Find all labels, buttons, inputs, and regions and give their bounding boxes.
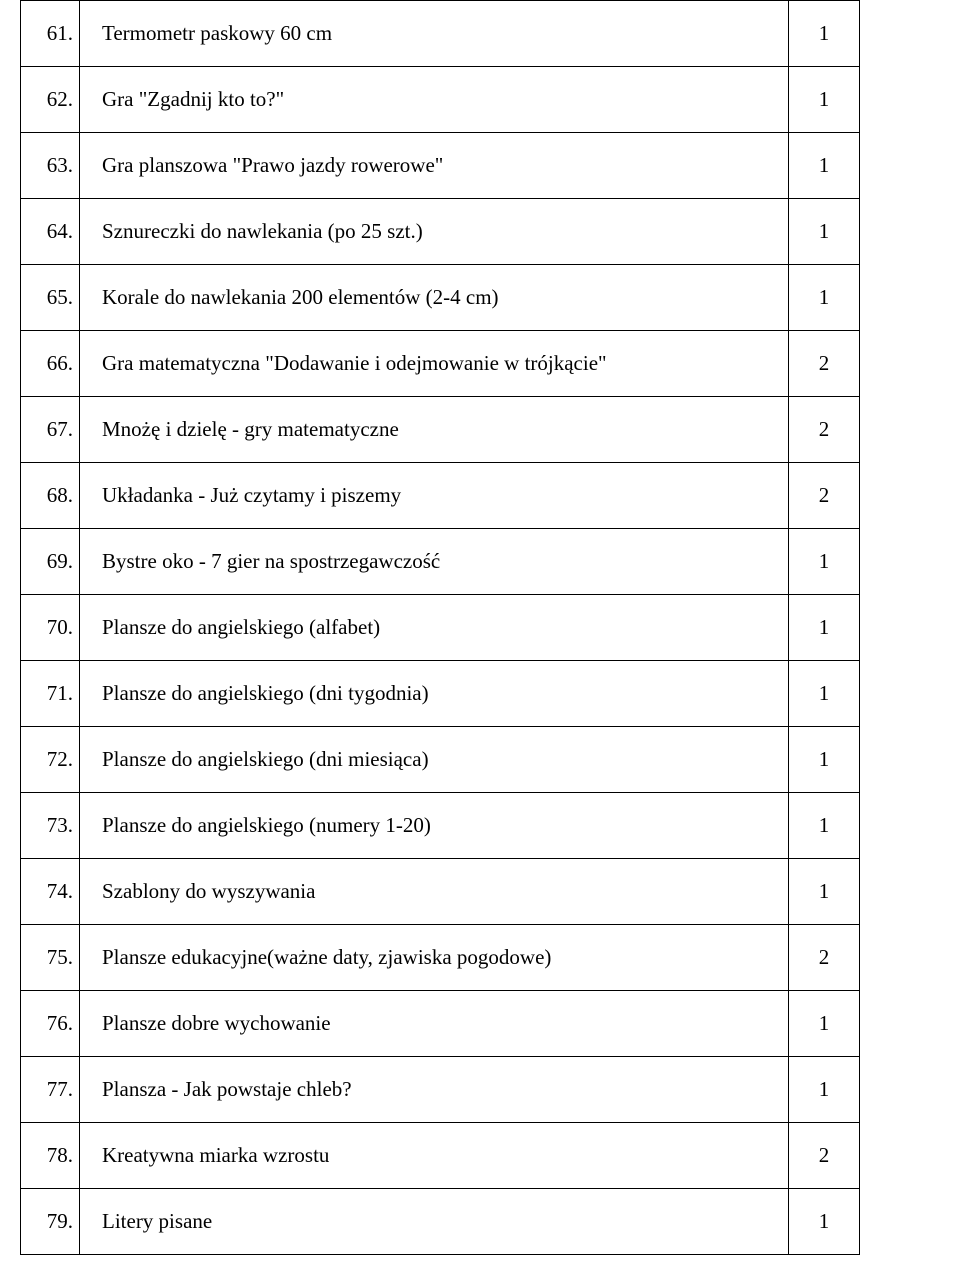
row-quantity: 1 <box>789 265 860 331</box>
table-row: 68.Układanka - Już czytamy i piszemy2 <box>21 463 860 529</box>
row-number: 68. <box>21 463 80 529</box>
items-table-body: 61.Termometr paskowy 60 cm162.Gra "Zgadn… <box>21 1 860 1255</box>
row-number: 65. <box>21 265 80 331</box>
row-number: 64. <box>21 199 80 265</box>
row-quantity: 1 <box>789 133 860 199</box>
table-row: 74.Szablony do wyszywania1 <box>21 859 860 925</box>
row-description: Kreatywna miarka wzrostu <box>80 1123 789 1189</box>
table-row: 70.Plansze do angielskiego (alfabet)1 <box>21 595 860 661</box>
table-row: 75.Plansze edukacyjne(ważne daty, zjawis… <box>21 925 860 991</box>
table-row: 77.Plansza - Jak powstaje chleb?1 <box>21 1057 860 1123</box>
row-quantity: 1 <box>789 1189 860 1255</box>
row-description: Plansze do angielskiego (alfabet) <box>80 595 789 661</box>
row-number: 75. <box>21 925 80 991</box>
row-description: Układanka - Już czytamy i piszemy <box>80 463 789 529</box>
table-row: 71.Plansze do angielskiego (dni tygodnia… <box>21 661 860 727</box>
row-number: 69. <box>21 529 80 595</box>
row-description: Plansze do angielskiego (dni miesiąca) <box>80 727 789 793</box>
row-description: Szablony do wyszywania <box>80 859 789 925</box>
row-description: Plansze do angielskiego (numery 1-20) <box>80 793 789 859</box>
items-table: 61.Termometr paskowy 60 cm162.Gra "Zgadn… <box>20 0 860 1255</box>
row-quantity: 2 <box>789 331 860 397</box>
table-row: 72.Plansze do angielskiego (dni miesiąca… <box>21 727 860 793</box>
row-quantity: 2 <box>789 1123 860 1189</box>
table-row: 76.Plansze dobre wychowanie1 <box>21 991 860 1057</box>
row-number: 67. <box>21 397 80 463</box>
page: 61.Termometr paskowy 60 cm162.Gra "Zgadn… <box>0 0 960 1255</box>
row-number: 61. <box>21 1 80 67</box>
row-description: Plansze dobre wychowanie <box>80 991 789 1057</box>
row-quantity: 2 <box>789 463 860 529</box>
table-row: 62.Gra "Zgadnij kto to?"1 <box>21 67 860 133</box>
table-row: 69.Bystre oko - 7 gier na spostrzegawczo… <box>21 529 860 595</box>
row-description: Gra "Zgadnij kto to?" <box>80 67 789 133</box>
row-quantity: 2 <box>789 925 860 991</box>
row-quantity: 1 <box>789 529 860 595</box>
table-row: 65.Korale do nawlekania 200 elementów (2… <box>21 265 860 331</box>
row-quantity: 1 <box>789 661 860 727</box>
row-quantity: 1 <box>789 199 860 265</box>
row-description: Gra planszowa "Prawo jazdy rowerowe" <box>80 133 789 199</box>
row-number: 63. <box>21 133 80 199</box>
row-quantity: 1 <box>789 1057 860 1123</box>
row-quantity: 1 <box>789 991 860 1057</box>
row-description: Plansze do angielskiego (dni tygodnia) <box>80 661 789 727</box>
row-number: 62. <box>21 67 80 133</box>
table-row: 73.Plansze do angielskiego (numery 1-20)… <box>21 793 860 859</box>
row-number: 76. <box>21 991 80 1057</box>
row-quantity: 1 <box>789 727 860 793</box>
table-row: 79.Litery pisane1 <box>21 1189 860 1255</box>
table-row: 67.Mnożę i dzielę - gry matematyczne2 <box>21 397 860 463</box>
row-number: 78. <box>21 1123 80 1189</box>
row-quantity: 1 <box>789 859 860 925</box>
row-description: Termometr paskowy 60 cm <box>80 1 789 67</box>
row-number: 79. <box>21 1189 80 1255</box>
row-number: 70. <box>21 595 80 661</box>
row-number: 66. <box>21 331 80 397</box>
table-row: 63.Gra planszowa "Prawo jazdy rowerowe"1 <box>21 133 860 199</box>
row-quantity: 1 <box>789 67 860 133</box>
row-description: Sznureczki do nawlekania (po 25 szt.) <box>80 199 789 265</box>
table-row: 78.Kreatywna miarka wzrostu2 <box>21 1123 860 1189</box>
row-description: Plansze edukacyjne(ważne daty, zjawiska … <box>80 925 789 991</box>
row-description: Plansza - Jak powstaje chleb? <box>80 1057 789 1123</box>
row-number: 72. <box>21 727 80 793</box>
row-description: Litery pisane <box>80 1189 789 1255</box>
row-number: 73. <box>21 793 80 859</box>
row-description: Korale do nawlekania 200 elementów (2-4 … <box>80 265 789 331</box>
row-quantity: 2 <box>789 397 860 463</box>
row-number: 77. <box>21 1057 80 1123</box>
row-description: Bystre oko - 7 gier na spostrzegawczość <box>80 529 789 595</box>
row-quantity: 1 <box>789 793 860 859</box>
table-row: 66.Gra matematyczna "Dodawanie i odejmow… <box>21 331 860 397</box>
row-number: 74. <box>21 859 80 925</box>
row-description: Mnożę i dzielę - gry matematyczne <box>80 397 789 463</box>
row-quantity: 1 <box>789 1 860 67</box>
row-number: 71. <box>21 661 80 727</box>
row-quantity: 1 <box>789 595 860 661</box>
table-row: 61.Termometr paskowy 60 cm1 <box>21 1 860 67</box>
row-description: Gra matematyczna "Dodawanie i odejmowani… <box>80 331 789 397</box>
table-row: 64.Sznureczki do nawlekania (po 25 szt.)… <box>21 199 860 265</box>
